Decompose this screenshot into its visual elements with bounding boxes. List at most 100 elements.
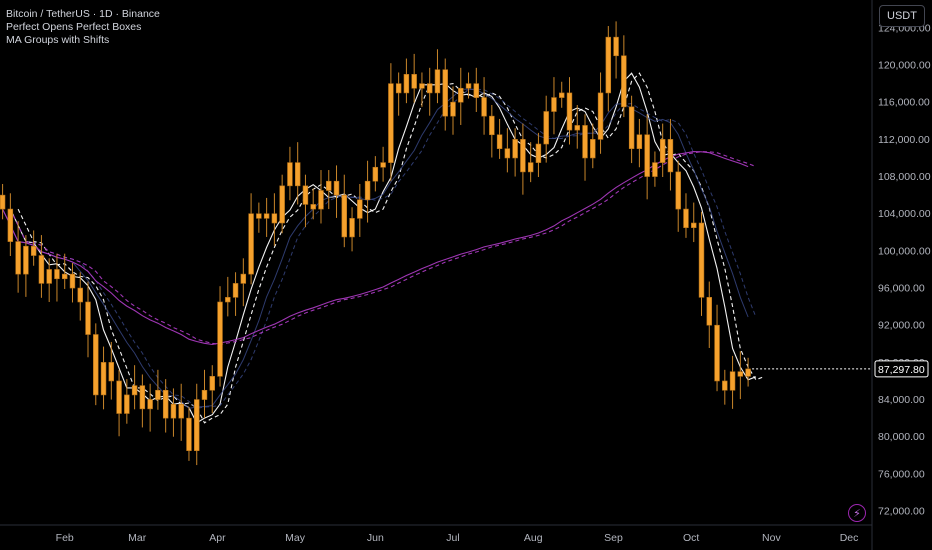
candle-body xyxy=(737,371,744,377)
candle-body xyxy=(675,171,681,210)
price-tick-label: 72,000.00 xyxy=(878,506,925,518)
candle-body xyxy=(512,139,518,159)
candle-body xyxy=(108,362,115,382)
candle-body xyxy=(613,36,619,57)
moving-average-line xyxy=(2,151,749,346)
price-axis[interactable]: 72,000.0076,000.0080,000.0084,000.0088,0… xyxy=(878,22,931,517)
currency-button[interactable]: USDT xyxy=(879,5,925,27)
moving-average-line xyxy=(17,72,764,424)
time-tick-label: Sep xyxy=(604,532,623,544)
price-tick-label: 80,000.00 xyxy=(878,431,925,443)
candle-body xyxy=(186,417,192,451)
candles xyxy=(0,21,751,466)
candle-body xyxy=(667,139,674,173)
indicator-perfect-opens[interactable]: Perfect Opens Perfect Boxes xyxy=(6,21,142,33)
candle-body xyxy=(621,55,627,108)
candle-body xyxy=(162,389,169,419)
price-tick-label: 100,000.00 xyxy=(878,245,931,257)
price-tick-label: 120,000.00 xyxy=(878,60,931,72)
candle-body xyxy=(706,297,712,326)
candle-body xyxy=(77,287,83,303)
candle-body xyxy=(364,180,371,201)
time-tick-label: Dec xyxy=(840,532,859,544)
candle-body xyxy=(263,213,270,219)
candle-body xyxy=(357,199,363,219)
candle-body xyxy=(54,269,60,280)
candle-body xyxy=(698,222,705,298)
candle-body xyxy=(520,139,526,173)
candle-body xyxy=(745,368,751,377)
candle-body xyxy=(178,403,184,419)
candle-body xyxy=(62,273,68,280)
candle-body xyxy=(248,213,254,275)
candle-body xyxy=(442,69,448,117)
time-tick-label: Nov xyxy=(762,532,781,544)
candle-body xyxy=(294,162,301,187)
candle-body xyxy=(30,245,37,256)
candle-body xyxy=(85,301,91,335)
price-tick-label: 104,000.00 xyxy=(878,208,931,220)
candle-body xyxy=(473,83,480,98)
candle-body xyxy=(318,190,324,210)
candle-body xyxy=(426,83,433,94)
candle-body xyxy=(155,389,161,400)
price-tick-label: 84,000.00 xyxy=(878,394,925,406)
time-tick-label: May xyxy=(285,532,306,544)
candle-body xyxy=(349,218,355,238)
candle-body xyxy=(644,134,650,177)
candle-body xyxy=(714,324,720,382)
time-axis[interactable]: Feb Mar Apr May Jun Jul Aug Sep Oct Nov Dec xyxy=(56,532,859,544)
candle-body xyxy=(450,101,456,117)
candle-body xyxy=(527,162,534,173)
time-tick-label: Apr xyxy=(209,532,226,544)
candle-body xyxy=(566,92,573,131)
candle-body xyxy=(659,139,666,163)
symbol-title[interactable]: Bitcoin / TetherUS · 1D · Binance xyxy=(6,8,160,20)
time-tick-label: Jun xyxy=(367,532,384,544)
candle-body xyxy=(372,166,379,182)
price-tick-label: 76,000.00 xyxy=(878,468,925,480)
candle-body xyxy=(419,83,425,89)
moving-average-line xyxy=(9,72,757,424)
price-tick-label: 112,000.00 xyxy=(878,134,930,146)
candle-body xyxy=(46,269,52,284)
candle-body xyxy=(124,394,130,414)
candle-body xyxy=(326,180,332,191)
indicator-ma-groups[interactable]: MA Groups with Shifts xyxy=(6,34,110,46)
candle-body xyxy=(139,385,146,410)
price-tick-label: 92,000.00 xyxy=(878,320,925,332)
candle-body xyxy=(605,36,612,94)
candle-body xyxy=(147,399,153,410)
candle-body xyxy=(15,241,21,275)
candle-body xyxy=(729,371,736,391)
candle-body xyxy=(225,297,231,303)
candle-body xyxy=(652,162,658,177)
price-tick-label: 108,000.00 xyxy=(878,171,931,183)
candle-body xyxy=(597,92,604,140)
candle-body xyxy=(7,208,14,242)
moving-average-line xyxy=(2,88,749,409)
candle-body xyxy=(209,376,215,391)
candle-body xyxy=(0,194,6,210)
lightning-icon[interactable]: ⚡︎ xyxy=(848,504,866,522)
candle-body xyxy=(559,92,565,98)
candle-body xyxy=(458,87,464,103)
current-price-label-box xyxy=(874,360,929,378)
price-tick-label: 116,000.00 xyxy=(878,97,930,109)
candle-body xyxy=(543,111,549,145)
current-price-marker: 87,297.80 xyxy=(752,360,929,378)
candle-body xyxy=(489,115,495,136)
candle-body xyxy=(590,139,596,159)
candle-body xyxy=(116,380,122,414)
time-tick-label: Aug xyxy=(524,532,543,544)
candle-body xyxy=(100,362,107,396)
candle-body xyxy=(287,162,293,187)
candle-body xyxy=(333,180,340,196)
candle-body xyxy=(683,208,689,228)
candle-body xyxy=(582,125,588,159)
candle-body xyxy=(551,97,557,112)
candle-body xyxy=(217,301,223,377)
time-tick-label: Oct xyxy=(683,532,699,544)
price-tick-label: 96,000.00 xyxy=(878,283,925,295)
